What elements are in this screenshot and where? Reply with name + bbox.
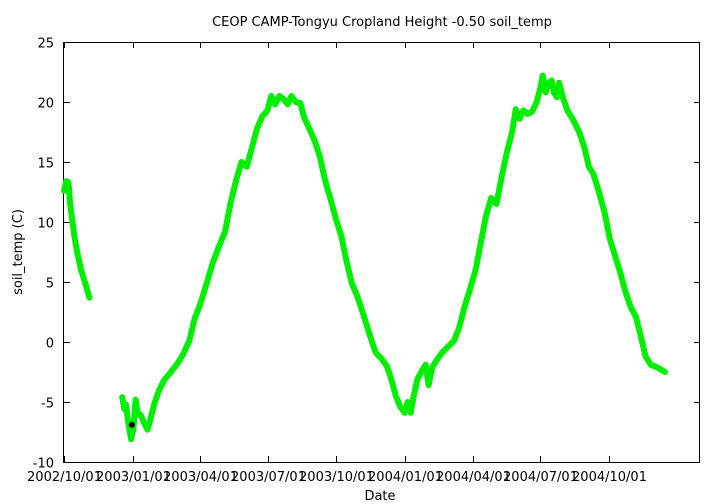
plot-frame [63,42,700,463]
y-tick-label: 5 [46,277,54,292]
y-tick-label: 15 [37,157,54,172]
x-tick-label: 2004/07/01 [503,470,578,485]
y-tick-label: -5 [41,397,54,412]
x-tick-label: 2004/10/01 [572,470,647,485]
highlighted-point [128,421,135,428]
y-tick-label: 10 [37,217,54,232]
x-axis-label: Date [364,489,395,504]
y-tick-label: -10 [33,457,54,472]
x-tick-label: 2003/10/01 [299,470,374,485]
y-tick-label: 25 [37,37,54,52]
x-tick-label: 2003/01/01 [96,470,171,485]
y-tick-label: 20 [37,97,54,112]
series-segment-1 [61,178,93,301]
series-segment-2 [119,72,668,443]
marker-group [128,421,135,428]
x-tick-label: 2004/01/01 [368,470,443,485]
x-tick-label: 2003/04/01 [163,470,238,485]
series-group [61,72,668,443]
y-axis-label: soil_temp (C) [11,209,26,295]
x-axis: 2002/10/012003/01/012003/04/012003/07/01… [27,42,647,485]
y-tick-label: 0 [46,337,54,352]
chart-title: CEOP CAMP-Tongyu Cropland Height -0.50 s… [212,15,552,30]
x-tick-label: 2003/07/01 [231,470,306,485]
x-tick-label: 2004/04/01 [436,470,511,485]
y-axis: 25 20 15 10 5 0 -5 -10 [33,37,700,472]
x-tick-label: 2002/10/01 [27,470,102,485]
